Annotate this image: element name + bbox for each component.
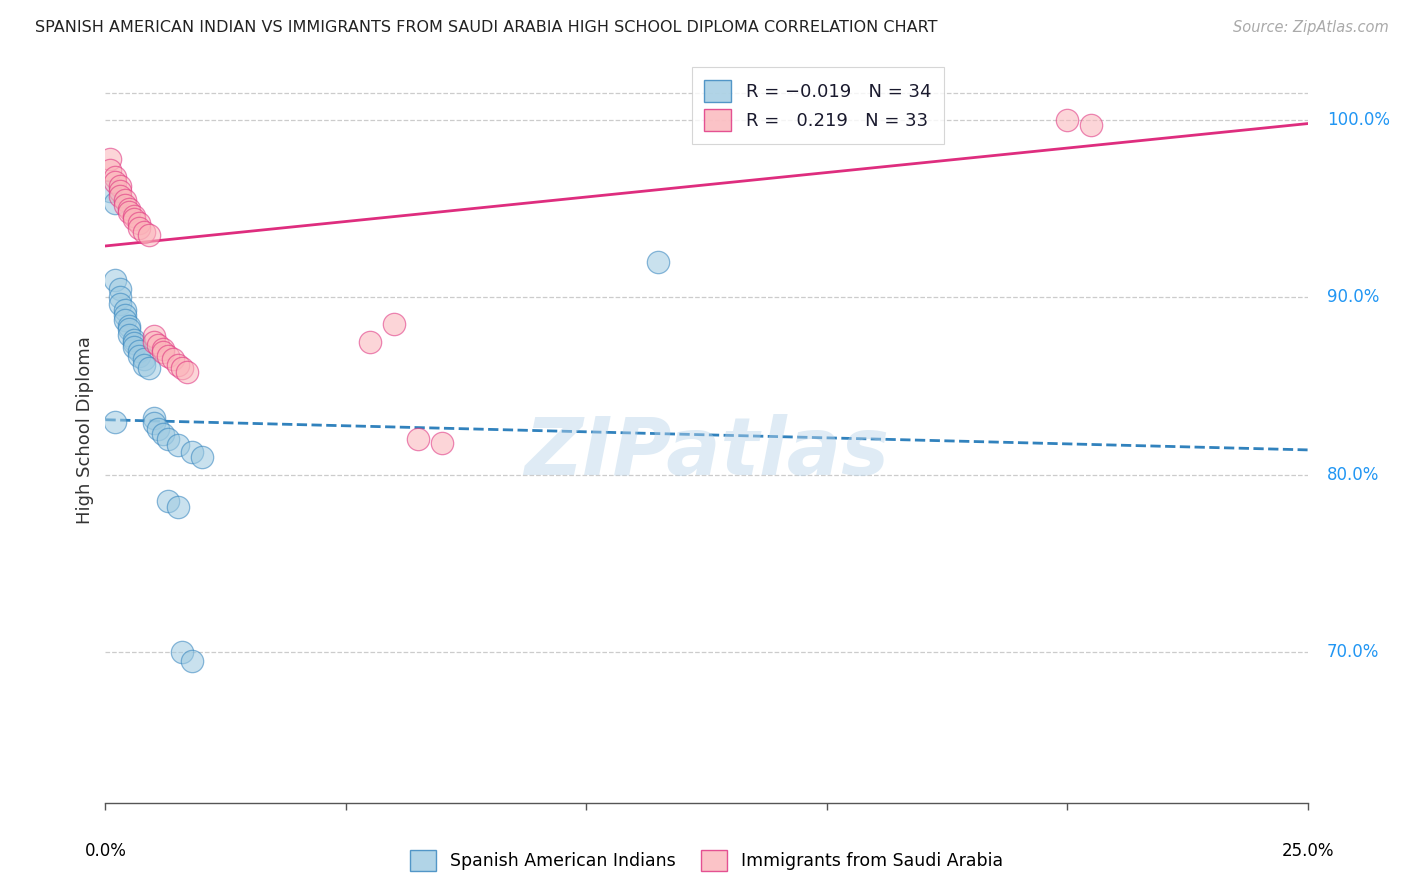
Point: [104, 196, 127, 211]
Point: [166, 437, 188, 451]
Point: [172, 645, 194, 659]
Point: [190, 450, 212, 464]
Point: [172, 361, 194, 376]
Point: [132, 352, 155, 367]
Point: [128, 216, 150, 230]
Point: [142, 334, 165, 349]
Text: ZIPatlas: ZIPatlas: [524, 414, 889, 491]
Point: [166, 358, 188, 372]
Point: [128, 343, 150, 358]
Point: [132, 225, 155, 239]
Point: [108, 178, 131, 193]
Point: [108, 297, 131, 311]
Point: [118, 327, 141, 342]
Point: [156, 432, 179, 446]
Point: [114, 198, 136, 212]
Point: [104, 169, 127, 184]
Point: [142, 417, 165, 431]
Point: [382, 317, 405, 331]
Point: [152, 426, 174, 441]
Point: [181, 654, 204, 668]
Point: [1056, 113, 1078, 128]
Point: [114, 193, 136, 207]
Text: 70.0%: 70.0%: [1327, 643, 1379, 661]
Point: [148, 422, 170, 436]
Point: [118, 318, 141, 333]
Point: [647, 255, 669, 269]
Point: [114, 302, 136, 317]
Text: 80.0%: 80.0%: [1327, 466, 1379, 483]
Point: [118, 322, 141, 336]
Text: 90.0%: 90.0%: [1327, 288, 1379, 306]
Text: 25.0%: 25.0%: [1281, 842, 1334, 860]
Point: [142, 329, 165, 343]
Point: [156, 349, 179, 363]
Point: [181, 444, 204, 458]
Point: [166, 500, 188, 514]
Point: [104, 175, 127, 189]
Point: [138, 228, 160, 243]
Point: [128, 349, 150, 363]
Point: [162, 352, 184, 367]
Point: [128, 221, 150, 235]
Point: [176, 365, 198, 379]
Point: [132, 358, 155, 372]
Point: [104, 415, 127, 429]
Text: SPANISH AMERICAN INDIAN VS IMMIGRANTS FROM SAUDI ARABIA HIGH SCHOOL DIPLOMA CORR: SPANISH AMERICAN INDIAN VS IMMIGRANTS FR…: [35, 20, 938, 35]
Point: [118, 205, 141, 219]
Point: [1080, 119, 1102, 133]
Y-axis label: High School Diploma: High School Diploma: [76, 336, 94, 524]
Point: [124, 333, 146, 347]
Point: [108, 290, 131, 304]
Point: [108, 189, 131, 203]
Legend: Spanish American Indians, Immigrants from Saudi Arabia: Spanish American Indians, Immigrants fro…: [401, 841, 1012, 880]
Point: [124, 209, 146, 223]
Point: [98, 162, 121, 177]
Point: [156, 494, 179, 508]
Point: [406, 432, 429, 446]
Point: [124, 336, 146, 351]
Point: [152, 345, 174, 359]
Point: [114, 313, 136, 327]
Point: [124, 340, 146, 354]
Point: [98, 184, 121, 198]
Point: [104, 273, 127, 287]
Point: [108, 184, 131, 198]
Point: [108, 281, 131, 295]
Point: [124, 212, 146, 227]
Point: [359, 334, 381, 349]
Point: [118, 202, 141, 216]
Point: [114, 308, 136, 322]
Text: 100.0%: 100.0%: [1327, 111, 1389, 129]
Point: [138, 361, 160, 376]
Text: 0.0%: 0.0%: [84, 842, 127, 860]
Point: [98, 152, 121, 166]
Text: Source: ZipAtlas.com: Source: ZipAtlas.com: [1233, 20, 1389, 35]
Point: [142, 411, 165, 425]
Point: [430, 435, 453, 450]
Point: [152, 342, 174, 356]
Point: [148, 338, 170, 352]
